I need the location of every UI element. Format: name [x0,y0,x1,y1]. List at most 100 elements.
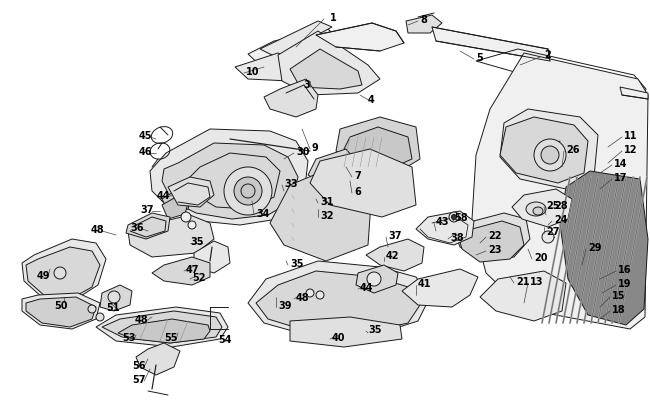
Text: 30: 30 [296,147,309,157]
Polygon shape [126,213,170,239]
Ellipse shape [533,207,543,215]
Text: 42: 42 [386,250,400,260]
Polygon shape [310,149,416,217]
Circle shape [541,147,559,164]
Text: 37: 37 [388,230,402,241]
Polygon shape [432,28,550,62]
Polygon shape [270,166,372,261]
Text: 24: 24 [554,215,567,224]
Text: 16: 16 [618,264,632,274]
Polygon shape [256,271,420,333]
Text: 33: 33 [284,179,298,189]
Text: 21: 21 [516,276,530,286]
Polygon shape [102,311,222,343]
Circle shape [224,168,272,215]
Polygon shape [248,261,430,337]
Polygon shape [168,177,214,207]
Polygon shape [136,343,180,375]
Polygon shape [458,222,524,262]
Text: 38: 38 [450,232,463,243]
Polygon shape [278,32,380,96]
Polygon shape [308,149,358,185]
Polygon shape [162,144,298,220]
Circle shape [449,213,459,222]
Text: 35: 35 [368,324,382,334]
Ellipse shape [526,202,546,216]
Text: 57: 57 [133,374,146,384]
Text: 37: 37 [140,205,154,215]
Text: 56: 56 [133,360,146,370]
Circle shape [181,213,191,222]
Text: 41: 41 [418,278,432,288]
Polygon shape [406,16,442,34]
Text: 51: 51 [107,302,120,312]
Polygon shape [560,172,648,325]
Polygon shape [290,317,402,347]
Text: 58: 58 [454,213,467,222]
Polygon shape [316,24,404,52]
Text: 47: 47 [186,264,200,274]
Text: 11: 11 [624,131,638,141]
Polygon shape [290,50,362,90]
Circle shape [234,177,262,205]
Polygon shape [26,297,96,327]
Text: 9: 9 [312,143,318,153]
Text: 34: 34 [256,209,270,218]
Polygon shape [416,211,474,245]
Polygon shape [620,88,648,100]
Polygon shape [356,265,398,293]
Text: 49: 49 [36,270,50,280]
Text: 10: 10 [246,67,259,77]
Polygon shape [366,239,424,271]
Text: 27: 27 [546,226,560,237]
Polygon shape [264,80,318,118]
Circle shape [542,231,554,243]
Polygon shape [454,213,530,261]
Text: 35: 35 [190,237,204,246]
Polygon shape [344,128,412,168]
Circle shape [96,313,104,321]
Circle shape [54,267,66,279]
Polygon shape [260,22,332,58]
Polygon shape [336,118,420,172]
Text: 15: 15 [612,290,625,300]
Circle shape [306,289,314,297]
Text: 28: 28 [554,200,567,211]
Text: 36: 36 [131,222,144,232]
Circle shape [88,305,96,313]
Text: 12: 12 [624,145,638,155]
Polygon shape [500,110,598,190]
Text: 32: 32 [320,211,333,220]
Text: 1: 1 [330,13,337,23]
Circle shape [367,272,381,286]
Text: 45: 45 [138,131,152,141]
Text: 2: 2 [544,50,551,60]
Circle shape [108,291,120,303]
Polygon shape [152,257,210,285]
Text: 13: 13 [530,276,543,286]
Circle shape [188,222,196,230]
Text: 7: 7 [354,171,361,181]
Circle shape [316,291,324,299]
Text: 23: 23 [488,244,502,254]
Polygon shape [100,285,132,311]
Text: 17: 17 [614,173,627,183]
Polygon shape [480,271,566,321]
Text: 6: 6 [354,187,361,196]
Text: 44: 44 [360,282,374,292]
Polygon shape [22,239,106,299]
Polygon shape [235,54,310,82]
Text: 25: 25 [546,200,560,211]
Text: 44: 44 [157,190,170,200]
Circle shape [452,215,456,220]
Polygon shape [162,198,188,220]
Text: 35: 35 [290,258,304,269]
Polygon shape [162,190,192,215]
Text: 31: 31 [320,196,333,207]
Text: 52: 52 [192,272,205,282]
Polygon shape [150,130,308,226]
Polygon shape [128,215,214,257]
Text: 4: 4 [368,95,375,105]
Text: 18: 18 [612,304,625,314]
Polygon shape [402,269,478,307]
